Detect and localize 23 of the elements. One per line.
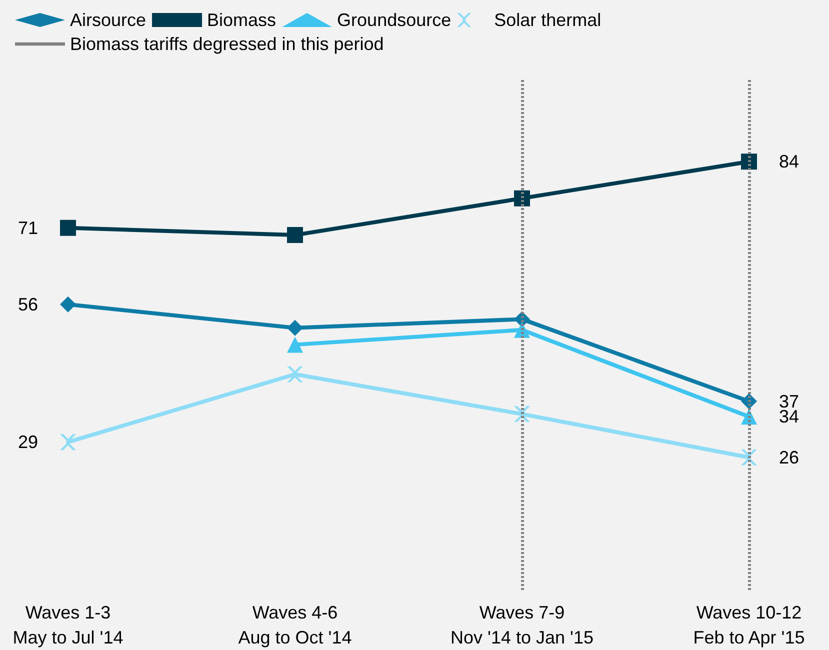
x-tick-label: Waves 4-6 Aug to Oct '14 xyxy=(238,602,352,648)
legend-label: Airsource xyxy=(70,10,146,30)
point xyxy=(287,336,303,353)
point xyxy=(741,154,757,170)
point xyxy=(287,320,303,336)
data-label: 29 xyxy=(18,432,38,452)
point xyxy=(514,190,530,206)
data-label: 84 xyxy=(779,152,800,172)
point xyxy=(287,227,303,244)
legend-label: Groundsource xyxy=(337,10,452,30)
x-tick-label: Waves 7-9 Nov '14 to Jan '15 xyxy=(450,602,594,648)
legend-label: Solar thermal xyxy=(494,10,602,30)
data-label: 26 xyxy=(779,447,800,468)
x-tick-label: Waves 10-12 Feb to Apr '15 xyxy=(693,602,805,648)
point xyxy=(60,296,76,312)
point xyxy=(60,220,76,236)
x-tick-label: Waves 1-3 May to Jul '14 xyxy=(12,602,124,648)
data-label: 56 xyxy=(18,294,38,314)
point xyxy=(287,366,303,382)
legend-label: Biomass xyxy=(207,10,276,30)
legend-label: Biomass tariffs degressed in this period xyxy=(70,34,384,54)
point xyxy=(60,434,76,450)
data-label: 71 xyxy=(18,218,38,238)
